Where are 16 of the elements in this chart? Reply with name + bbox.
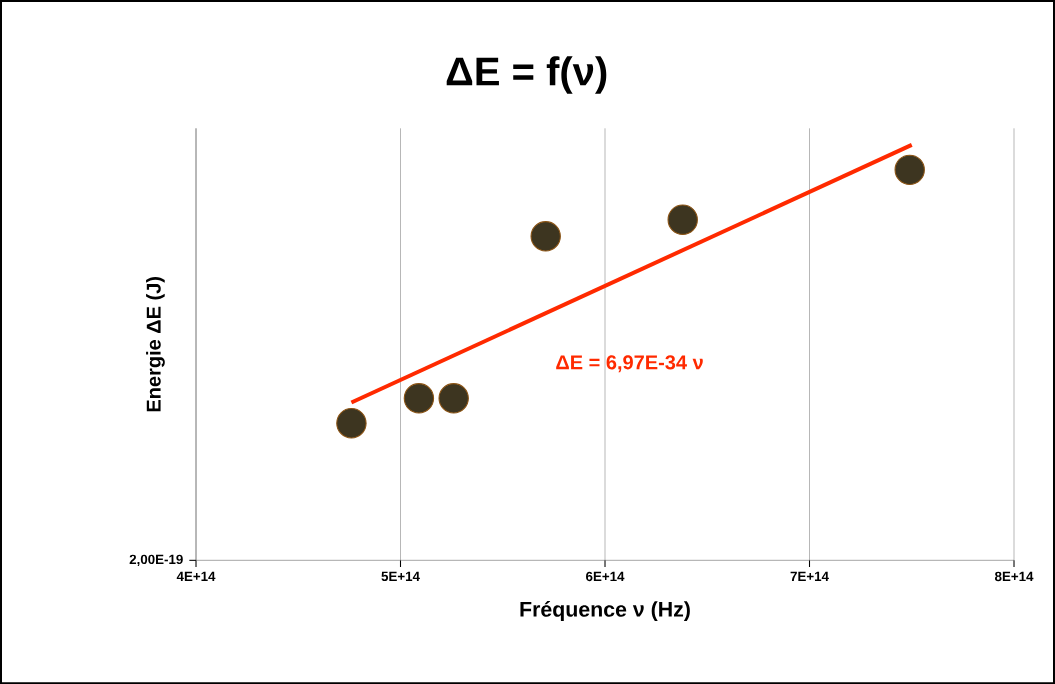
point: [336, 407, 367, 439]
x-tick-label: 6E+14: [586, 571, 625, 581]
x-tick-label: 5E+14: [381, 571, 420, 581]
point: [403, 382, 435, 414]
x-axis-title: Fréquence ν (Hz): [520, 600, 690, 621]
text: 2,00E-19: [129, 554, 183, 566]
annotation: ΔE = 6,97E-34 ν: [556, 355, 703, 373]
point: [894, 154, 925, 185]
chart-title: ΔE = f(ν): [446, 56, 607, 94]
x-tick-label: 7E+14: [790, 571, 829, 581]
x-tick-label: 8E+14: [994, 571, 1034, 581]
point: [530, 220, 561, 252]
point: [438, 382, 469, 414]
point: [667, 204, 698, 235]
x-tick-label: 4E+14: [176, 571, 216, 581]
y-axis-title: Energie ΔE (J): [146, 276, 165, 412]
